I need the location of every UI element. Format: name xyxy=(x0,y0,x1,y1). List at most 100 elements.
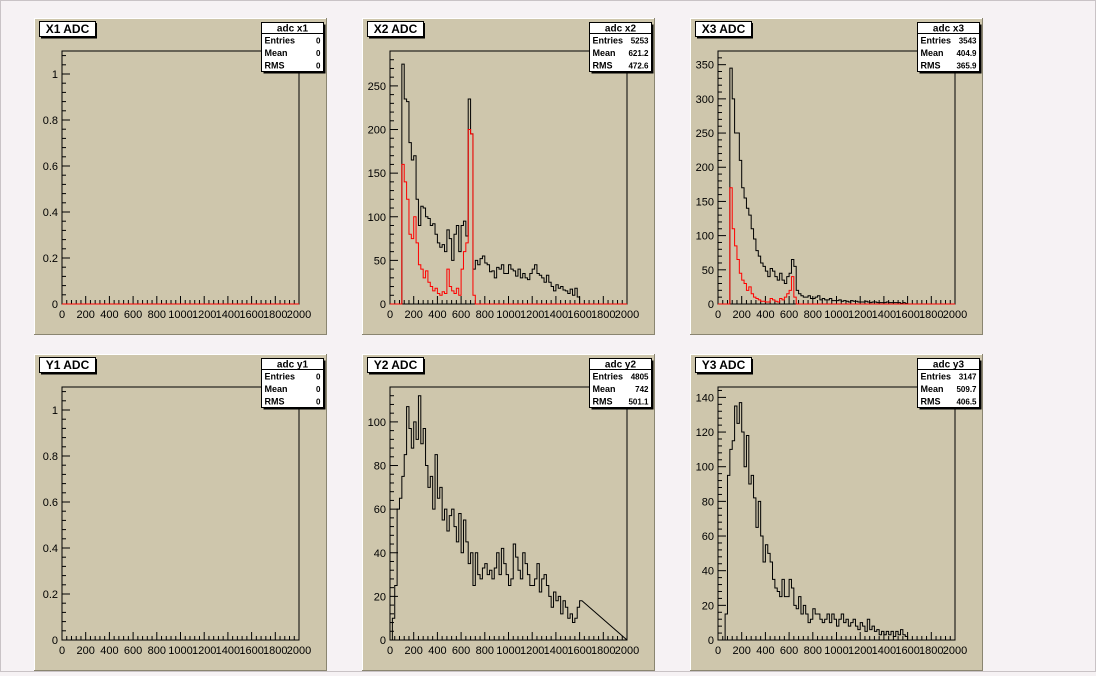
stats-label: Entries xyxy=(265,372,296,382)
y-tick-label: 120 xyxy=(696,427,714,439)
x-tick-label: 2000 xyxy=(287,645,311,657)
x-tick-label: 1400 xyxy=(872,309,896,321)
stats-value: 406.5 xyxy=(956,398,977,407)
stats-frame xyxy=(261,22,324,72)
y-tick-label: 250 xyxy=(368,81,386,93)
stats-label: Mean xyxy=(921,384,944,394)
stats-name: adc x3 xyxy=(933,24,965,35)
x-tick-label: 800 xyxy=(476,309,494,321)
histogram-panel: 0 200 400 600 800 1000 1200 1400 1600 1800 2000 0 50… xyxy=(690,18,983,335)
x-tick-label: 400 xyxy=(100,309,118,321)
stats-label: RMS xyxy=(921,61,941,71)
x-tick-label: 1200 xyxy=(192,645,216,657)
x-tick-label: 1800 xyxy=(919,645,943,657)
histogram-series-all xyxy=(390,395,628,641)
stats-value: 472.6 xyxy=(628,62,649,71)
stats-value: 0 xyxy=(316,385,321,394)
x-tick-label: 1000 xyxy=(168,309,192,321)
stats-label: Entries xyxy=(265,36,296,46)
stats-value: 5253 xyxy=(631,37,649,46)
y-tick-label: 0 xyxy=(52,299,58,311)
x-tick-label: 200 xyxy=(733,645,751,657)
x-tick-label: 800 xyxy=(804,645,822,657)
stats-value: 509.7 xyxy=(956,385,977,394)
stats-name: adc y1 xyxy=(277,360,309,371)
x-tick-label: 200 xyxy=(405,309,423,321)
stats-value: 0 xyxy=(316,37,321,46)
histogram-series-cut xyxy=(390,129,627,305)
x-tick-label: 200 xyxy=(733,309,751,321)
x-tick-label: 400 xyxy=(100,645,118,657)
stats-name: adc x2 xyxy=(605,24,637,35)
title-box: X1 ADC xyxy=(39,21,97,39)
stats-value: 4805 xyxy=(631,373,649,382)
x-tick-label: 600 xyxy=(780,309,798,321)
x-tick-label: 400 xyxy=(428,309,446,321)
stats-label: Entries xyxy=(921,36,952,46)
x-tick-label: 0 xyxy=(387,309,393,321)
stats-value: 0 xyxy=(316,49,321,58)
x-tick-label: 2000 xyxy=(287,309,311,321)
y-tick-label: 250 xyxy=(696,128,714,140)
y-tick-label: 0.2 xyxy=(43,589,58,601)
histogram-panel: 0 200 400 600 800 1000 1200 1400 1600 1800 200000.… xyxy=(34,354,327,671)
stats-label: RMS xyxy=(921,397,941,407)
histogram-series-cut xyxy=(718,187,955,305)
x-tick-label: 800 xyxy=(804,309,822,321)
x-tick-label: 1800 xyxy=(263,645,287,657)
x-tick-label: 1800 xyxy=(263,309,287,321)
stats-label: Entries xyxy=(593,36,624,46)
stats-value: 3543 xyxy=(959,37,977,46)
stats-value: 0 xyxy=(316,62,321,71)
x-tick-label: 1200 xyxy=(192,309,216,321)
y-tick-label: 50 xyxy=(374,255,386,267)
y-tick-label: 50 xyxy=(702,265,714,277)
y-tick-label: 0.6 xyxy=(43,161,58,173)
stats-label: Mean xyxy=(593,384,616,394)
y-tick-label: 0 xyxy=(708,635,714,647)
stats-value: 0 xyxy=(316,398,321,407)
x-tick-label: 600 xyxy=(452,645,470,657)
stats-label: RMS xyxy=(593,397,613,407)
histogram-series-all xyxy=(718,402,955,641)
x-tick-label: 600 xyxy=(452,309,470,321)
x-tick-label: 600 xyxy=(124,645,142,657)
stats-label: RMS xyxy=(265,61,285,71)
x-tick-label: 800 xyxy=(148,645,166,657)
y-tick-label: 100 xyxy=(368,417,386,429)
x-tick-label: 400 xyxy=(756,645,774,657)
stats-name: adc x1 xyxy=(277,24,309,35)
x-tick-label: 1600 xyxy=(567,309,591,321)
stats-label: Entries xyxy=(921,372,952,382)
y-tick-label: 150 xyxy=(368,168,386,180)
y-tick-label: 1 xyxy=(52,69,58,81)
x-tick-label: 1800 xyxy=(591,645,615,657)
y-tick-label: 0 xyxy=(380,635,386,647)
x-tick-label: 1600 xyxy=(567,645,591,657)
x-tick-label: 1000 xyxy=(168,645,192,657)
x-tick-label: 1400 xyxy=(544,309,568,321)
panel-title: X1 ADC xyxy=(46,22,90,36)
histogram-series-all xyxy=(390,63,627,305)
x-tick-label: 0 xyxy=(59,309,65,321)
x-tick-label: 1000 xyxy=(496,645,520,657)
x-tick-label: 1600 xyxy=(895,309,919,321)
x-tick-label: 1400 xyxy=(872,645,896,657)
y-tick-label: 60 xyxy=(374,504,386,516)
stats-value: 3147 xyxy=(959,373,977,382)
x-tick-label: 0 xyxy=(715,309,721,321)
stats-frame xyxy=(917,22,980,72)
title-box: X2 ADC xyxy=(367,21,425,39)
histogram-panel: 0 200 400 600 800 1000 1200 1400 1600 1800 2000 0 20… xyxy=(362,354,655,671)
y-tick-label: 20 xyxy=(702,600,714,612)
stats-name: adc y3 xyxy=(933,360,965,371)
stats-label: RMS xyxy=(265,397,285,407)
stats-value: 621.2 xyxy=(628,49,649,58)
stats-value: 742 xyxy=(635,385,649,394)
panel-title: Y3 ADC xyxy=(702,358,746,372)
y-tick-label: 20 xyxy=(374,591,386,603)
x-tick-label: 2000 xyxy=(615,309,639,321)
